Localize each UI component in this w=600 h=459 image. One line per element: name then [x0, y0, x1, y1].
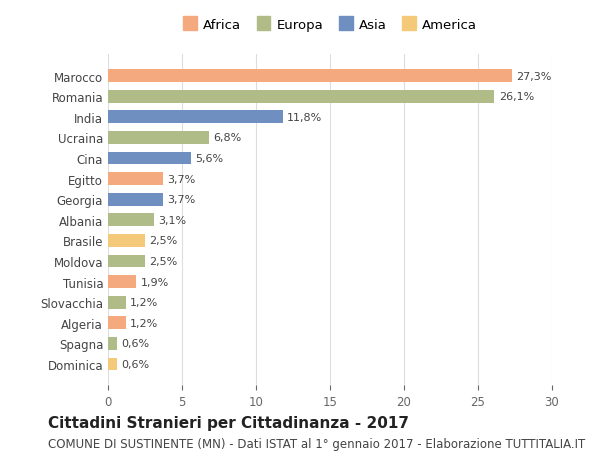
Bar: [108, 193, 163, 206]
Text: 6,8%: 6,8%: [213, 133, 241, 143]
Text: 1,9%: 1,9%: [140, 277, 169, 287]
Bar: [108, 296, 126, 309]
Text: Cittadini Stranieri per Cittadinanza - 2017: Cittadini Stranieri per Cittadinanza - 2…: [48, 415, 409, 430]
Bar: [108, 173, 163, 185]
Bar: [108, 358, 117, 370]
Text: 1,2%: 1,2%: [130, 297, 158, 308]
Bar: [108, 337, 117, 350]
Bar: [108, 111, 283, 124]
Bar: [108, 275, 136, 288]
Bar: [108, 255, 145, 268]
Bar: [108, 70, 512, 83]
Text: 27,3%: 27,3%: [517, 72, 552, 81]
Text: 26,1%: 26,1%: [499, 92, 534, 102]
Bar: [108, 132, 209, 145]
Bar: [108, 317, 126, 330]
Text: 11,8%: 11,8%: [287, 112, 322, 123]
Bar: [108, 152, 191, 165]
Text: 3,7%: 3,7%: [167, 174, 196, 184]
Bar: [108, 214, 154, 227]
Text: 2,5%: 2,5%: [149, 236, 178, 246]
Legend: Africa, Europa, Asia, America: Africa, Europa, Asia, America: [183, 19, 477, 32]
Text: 0,6%: 0,6%: [121, 359, 149, 369]
Text: 0,6%: 0,6%: [121, 339, 149, 348]
Text: 3,7%: 3,7%: [167, 195, 196, 205]
Text: 3,1%: 3,1%: [158, 215, 187, 225]
Bar: [108, 90, 494, 103]
Text: 1,2%: 1,2%: [130, 318, 158, 328]
Text: COMUNE DI SUSTINENTE (MN) - Dati ISTAT al 1° gennaio 2017 - Elaborazione TUTTITA: COMUNE DI SUSTINENTE (MN) - Dati ISTAT a…: [48, 437, 585, 451]
Bar: [108, 235, 145, 247]
Text: 2,5%: 2,5%: [149, 257, 178, 266]
Text: 5,6%: 5,6%: [196, 154, 223, 164]
